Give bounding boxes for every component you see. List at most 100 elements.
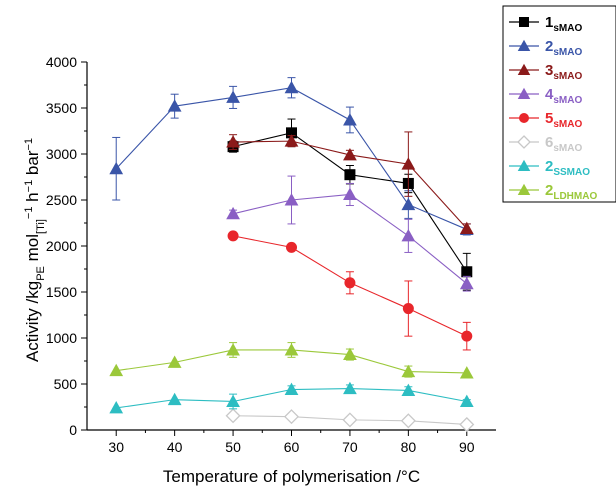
- data-point: [461, 266, 473, 278]
- data-point: [343, 187, 357, 200]
- y-axis-title-part: −1: [23, 207, 35, 220]
- data-point: [284, 343, 299, 356]
- data-point: [402, 303, 414, 315]
- legend-marker: [517, 135, 531, 149]
- data-point: [284, 134, 299, 147]
- data-point: [167, 99, 182, 112]
- y-axis-title-part: −1: [23, 138, 35, 151]
- series-line: [232, 193, 468, 285]
- data-point: [167, 355, 182, 368]
- legend-item: 1sMAO: [509, 14, 582, 34]
- legend-label-number: 4: [545, 86, 554, 103]
- data-point: [344, 277, 356, 289]
- series-2-SSMAO: [109, 381, 474, 414]
- x-axis-title: Temperature of polymerisation /°C: [163, 467, 420, 486]
- x-tick-label: 70: [342, 439, 358, 455]
- y-tick-label: 1000: [46, 330, 77, 346]
- series-6-sMAO: [225, 408, 475, 432]
- data-point: [226, 394, 240, 407]
- series-4-sMAO: [226, 175, 474, 292]
- legend-label-subscript: sMAO: [553, 119, 582, 130]
- data-point: [284, 382, 299, 396]
- y-axis-title-part: −1: [23, 180, 35, 193]
- data-point: [401, 197, 416, 211]
- legend-item: 3sMAO: [509, 62, 582, 82]
- data-point: [286, 127, 297, 139]
- y-axis-title-part: h: [23, 192, 42, 206]
- legend-label: 4sMAO: [545, 86, 582, 106]
- legend: 1sMAO2sMAO3sMAO4sMAO5sMAO6sMAO2SSMAO2LDH…: [502, 5, 616, 203]
- y-axis-title-part: mol: [23, 234, 42, 266]
- x-tick-label: 40: [167, 439, 183, 455]
- legend-label: 5sMAO: [545, 110, 582, 130]
- series-3-sMAO: [226, 131, 474, 235]
- legend-label-subscript: sMAO: [553, 143, 582, 154]
- legend-item: 6sMAO: [509, 134, 582, 154]
- legend-marker: [517, 159, 531, 171]
- x-tick-label: 90: [459, 439, 475, 455]
- legend-item: 5sMAO: [509, 110, 582, 130]
- y-tick-label: 500: [54, 376, 78, 392]
- data-point: [343, 347, 357, 361]
- data-point: [459, 416, 475, 432]
- legend-item: 2sMAO: [509, 38, 582, 58]
- data-point: [109, 363, 124, 377]
- data-point: [286, 241, 297, 253]
- series-2-LDHMAO: [109, 342, 474, 379]
- legend-marker: [519, 17, 529, 27]
- legend-marker: [517, 183, 531, 195]
- legend-label-number: 6: [545, 134, 553, 151]
- legend-label-subscript: LDHMAO: [553, 191, 597, 202]
- legend-label: 6sMAO: [545, 134, 582, 154]
- y-tick-label: 2000: [46, 238, 77, 254]
- y-tick-label: 3000: [46, 146, 77, 162]
- data-point: [225, 408, 241, 424]
- data-point: [401, 157, 416, 170]
- legend-item: 2SSMAO: [509, 158, 590, 178]
- legend-label-number: 2: [545, 158, 553, 175]
- y-tick-label: 4000: [46, 54, 77, 70]
- data-point: [401, 364, 416, 378]
- axes: 30 40 50 60 70 80 90 0 500 1000 1500 2000 2500 3000 35…: [23, 54, 496, 486]
- legend-label-subscript: sMAO: [553, 23, 582, 34]
- legend-label-number: 2: [545, 38, 553, 55]
- legend-label-number: 2: [545, 182, 553, 199]
- legend-label: 2SSMAO: [545, 158, 590, 178]
- legend-marker: [517, 39, 531, 51]
- data-point: [109, 401, 124, 414]
- data-point: [461, 330, 473, 342]
- plot-area: [109, 77, 475, 432]
- legend-label-number: 5: [545, 110, 553, 127]
- x-tick-label: 50: [225, 439, 241, 455]
- data-point: [401, 229, 416, 242]
- data-point: [343, 148, 357, 161]
- legend-label: 2LDHMAO: [545, 182, 597, 202]
- legend-item: 2LDHMAO: [509, 182, 597, 202]
- y-tick-label: 1500: [46, 284, 77, 300]
- data-point: [283, 409, 300, 425]
- data-point: [227, 230, 239, 242]
- data-point: [401, 383, 416, 396]
- legend-label-number: 1: [545, 14, 553, 31]
- data-point: [226, 135, 240, 148]
- y-axis-title-part: PE: [35, 266, 47, 281]
- x-tick-label: 60: [284, 439, 300, 455]
- data-point: [459, 394, 474, 407]
- data-point: [459, 276, 474, 290]
- y-tick-label: 2500: [46, 192, 77, 208]
- data-point: [167, 392, 182, 406]
- data-point: [344, 169, 356, 181]
- legend-label: 1sMAO: [545, 14, 582, 34]
- legend-item: 4sMAO: [509, 86, 582, 106]
- y-axis-title-part: bar: [23, 150, 42, 180]
- data-point: [284, 193, 299, 206]
- data-point: [226, 343, 240, 356]
- legend-label: 3sMAO: [545, 62, 582, 82]
- data-point: [284, 80, 299, 94]
- legend-label-subscript: SSMAO: [553, 167, 590, 178]
- data-point: [109, 161, 124, 175]
- data-point: [226, 206, 240, 220]
- y-axis-title-part: Activity /kg: [23, 281, 42, 362]
